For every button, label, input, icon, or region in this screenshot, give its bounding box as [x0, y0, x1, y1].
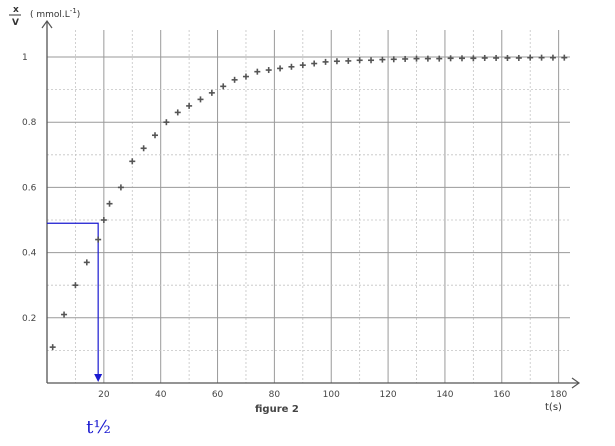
- data-point: [197, 96, 204, 103]
- data-point: [129, 158, 136, 165]
- data-point: [265, 67, 272, 74]
- x-tick-label: 80: [269, 390, 281, 400]
- y-tick-label: 0.2: [22, 314, 36, 324]
- y-axis-arrow: [41, 19, 53, 29]
- x-axis-arrow: [571, 377, 581, 389]
- data-point: [458, 55, 465, 62]
- data-point: [356, 57, 363, 64]
- data-point: [254, 68, 261, 75]
- data-point: [208, 89, 215, 96]
- x-tick-label: 120: [379, 390, 396, 400]
- data-point: [470, 55, 477, 62]
- data-point: [424, 55, 431, 62]
- data-point: [49, 344, 56, 351]
- data-point: [140, 145, 147, 152]
- data-point: [95, 236, 102, 243]
- data-point: [333, 58, 340, 65]
- data-point: [322, 58, 329, 65]
- data-point: [288, 63, 295, 70]
- data-point: [345, 57, 352, 64]
- tick-labels: 20 40 60 80 100 120 140 160 180 0.2 0.4 0.6 0.8 1: [22, 53, 567, 400]
- data-point: [61, 311, 68, 318]
- data-point: [100, 217, 107, 223]
- data-point: [368, 57, 375, 64]
- x-tick-label: 40: [155, 390, 167, 400]
- svg-text:( mmol.L-1): ( mmol.L-1): [30, 7, 80, 20]
- data-point: [83, 259, 90, 266]
- data-point: [152, 132, 159, 139]
- data-point: [402, 55, 409, 62]
- data-point: [220, 83, 227, 90]
- data-points: [49, 54, 568, 351]
- x-tick-label: 160: [493, 390, 510, 400]
- data-point: [242, 73, 249, 80]
- data-point: [515, 54, 522, 61]
- data-point: [277, 65, 284, 72]
- x-tick-label: 20: [98, 390, 110, 400]
- data-point: [117, 184, 124, 191]
- data-point: [231, 76, 238, 83]
- y-axis-label-close: ): [77, 10, 81, 20]
- x-tick-label: 60: [212, 390, 224, 400]
- x-tick-label: 180: [550, 390, 567, 400]
- data-point: [527, 54, 534, 61]
- data-point: [481, 54, 488, 61]
- data-point: [538, 54, 545, 61]
- data-point: [299, 62, 306, 69]
- data-point: [436, 55, 443, 62]
- grid: [47, 30, 570, 383]
- data-point: [504, 54, 511, 61]
- data-point: [72, 282, 79, 289]
- y-tick-label: 0.6: [22, 183, 37, 193]
- data-point: [413, 55, 420, 62]
- data-point: [174, 109, 181, 116]
- x-tick-label: 100: [323, 390, 340, 400]
- data-point: [447, 55, 454, 62]
- half-time-arrowhead: [94, 374, 103, 382]
- data-point: [390, 56, 397, 63]
- axes: [41, 19, 581, 389]
- y-axis-label: x V ( mmol.L-1): [9, 5, 80, 28]
- y-axis-label-unit: ( mmol.L: [30, 10, 70, 20]
- y-tick-label: 0.8: [22, 118, 37, 128]
- x-axis-label: t(s): [545, 402, 562, 413]
- half-time-guide-line: [47, 222, 99, 377]
- data-point: [106, 200, 113, 207]
- data-point: [186, 102, 193, 109]
- y-axis-label-denominator: V: [12, 18, 19, 28]
- figure-caption: figure 2: [255, 404, 299, 415]
- data-point: [311, 60, 318, 67]
- half-time-annotation: t½: [47, 222, 111, 438]
- y-axis-label-exponent: -1: [70, 7, 77, 15]
- data-point: [561, 54, 568, 61]
- data-point: [379, 56, 386, 63]
- y-axis-label-numerator: x: [13, 5, 19, 15]
- x-tick-label: 140: [436, 390, 453, 400]
- data-point: [549, 54, 556, 61]
- half-time-label: t½: [86, 417, 111, 438]
- y-tick-label: 1: [22, 53, 28, 63]
- data-point: [493, 54, 500, 61]
- y-tick-label: 0.4: [22, 249, 37, 259]
- data-point: [163, 119, 170, 126]
